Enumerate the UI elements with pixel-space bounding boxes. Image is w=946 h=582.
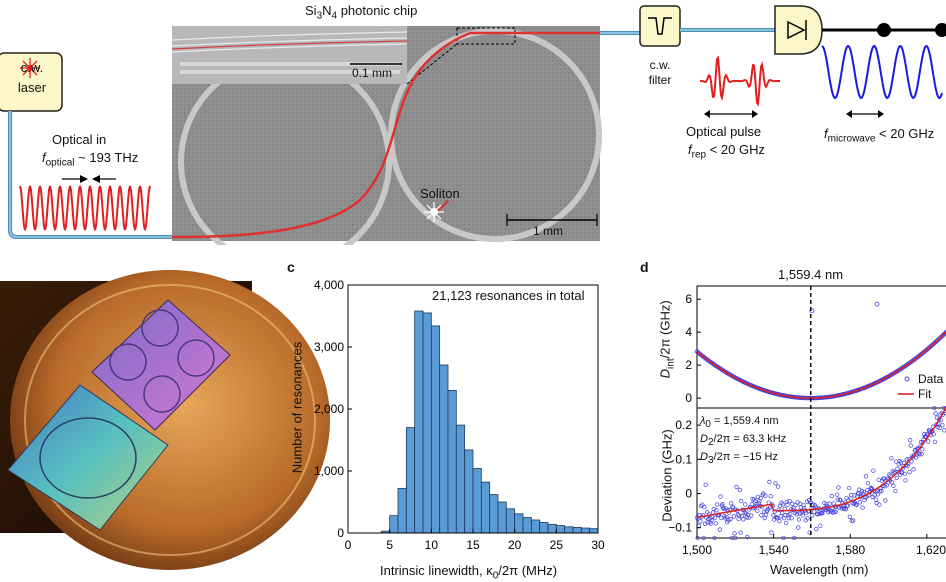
annotation-d3: D3/2π = −15 Hz bbox=[700, 450, 786, 468]
y-tick-label: 0.1 bbox=[675, 452, 692, 466]
data-point bbox=[774, 481, 778, 485]
data-point bbox=[729, 501, 733, 505]
data-point bbox=[760, 513, 764, 517]
data-point bbox=[797, 518, 801, 522]
y-tick-label: 0 bbox=[685, 391, 692, 405]
legend-data-label: Data bbox=[918, 372, 943, 386]
data-point bbox=[908, 470, 912, 474]
data-point bbox=[912, 468, 916, 472]
data-point bbox=[909, 444, 913, 448]
plot-axes bbox=[697, 286, 946, 408]
data-point bbox=[908, 438, 912, 442]
data-point bbox=[714, 522, 718, 526]
data-point bbox=[704, 483, 708, 487]
data-point bbox=[943, 429, 946, 433]
data-point bbox=[733, 532, 737, 536]
data-point bbox=[776, 485, 780, 489]
data-point bbox=[858, 501, 862, 505]
data-point bbox=[896, 467, 900, 471]
data-point bbox=[933, 440, 937, 444]
data-point bbox=[796, 526, 800, 530]
data-point bbox=[819, 524, 823, 528]
data-point bbox=[892, 484, 896, 488]
data-point bbox=[830, 494, 834, 498]
data-point bbox=[920, 447, 924, 451]
data-point bbox=[875, 302, 879, 306]
deviation-ylabel: Deviation (GHz) bbox=[660, 421, 675, 531]
data-point bbox=[811, 514, 815, 518]
data-point bbox=[904, 479, 908, 483]
annotation-lambda0: λ0 = 1,559.4 nm bbox=[700, 414, 786, 432]
data-point bbox=[739, 531, 743, 535]
data-point bbox=[770, 531, 774, 535]
data-point bbox=[934, 412, 938, 416]
data-point bbox=[849, 497, 853, 501]
y-tick-label: 2 bbox=[685, 358, 692, 372]
x-tick-label: 1,500 bbox=[682, 543, 712, 557]
data-point bbox=[890, 480, 894, 484]
y-tick-label: 0.2 bbox=[675, 418, 692, 432]
data-point bbox=[894, 489, 898, 493]
data-point bbox=[738, 488, 742, 492]
data-point bbox=[926, 440, 930, 444]
data-point bbox=[864, 475, 868, 479]
data-point bbox=[848, 515, 852, 519]
data-point bbox=[895, 476, 899, 480]
fit-curve bbox=[697, 329, 946, 399]
data-point bbox=[732, 515, 736, 519]
data-point bbox=[703, 505, 707, 509]
data-point bbox=[849, 493, 853, 497]
y-tick-label: 0 bbox=[685, 487, 692, 501]
data-point bbox=[866, 481, 870, 485]
data-point bbox=[735, 485, 739, 489]
data-point bbox=[872, 469, 876, 473]
data-point bbox=[837, 486, 841, 490]
data-point bbox=[890, 456, 894, 460]
x-tick-label: 1,620 bbox=[916, 543, 946, 557]
data-point bbox=[815, 527, 819, 531]
data-point bbox=[780, 511, 784, 515]
x-tick-label: 1,580 bbox=[835, 543, 865, 557]
data-point bbox=[705, 510, 709, 514]
legend-data-marker bbox=[905, 377, 909, 381]
legend-fit-label: Fit bbox=[918, 387, 931, 401]
data-point bbox=[718, 528, 722, 532]
data-point bbox=[874, 498, 878, 502]
data-point bbox=[884, 499, 888, 503]
data-point bbox=[697, 524, 701, 528]
data-point bbox=[835, 493, 839, 497]
data-point bbox=[699, 519, 703, 523]
x-tick-label: 1,540 bbox=[759, 543, 789, 557]
data-point bbox=[941, 423, 945, 427]
data-point bbox=[778, 519, 782, 523]
data-point bbox=[750, 503, 754, 507]
data-point bbox=[715, 503, 719, 507]
y-tick-label: 6 bbox=[685, 292, 692, 306]
data-point bbox=[739, 499, 743, 503]
wavelength-xlabel: Wavelength (nm) bbox=[770, 562, 869, 577]
data-point bbox=[784, 521, 788, 525]
data-point bbox=[756, 509, 760, 513]
data-point bbox=[790, 516, 794, 520]
data-point bbox=[741, 518, 745, 522]
y-tick-label: 4 bbox=[685, 325, 692, 339]
data-point bbox=[847, 486, 851, 490]
dint-ylabel: Dint/2π (GHz) bbox=[658, 284, 677, 394]
data-point bbox=[750, 514, 754, 518]
data-point bbox=[768, 480, 772, 484]
data-point bbox=[828, 502, 832, 506]
data-point bbox=[737, 517, 741, 521]
data-point bbox=[861, 506, 865, 510]
data-point bbox=[769, 494, 773, 498]
annotation-d2: D2/2π = 63.3 kHz bbox=[700, 432, 786, 450]
data-point bbox=[743, 503, 747, 507]
data-point bbox=[719, 495, 723, 499]
